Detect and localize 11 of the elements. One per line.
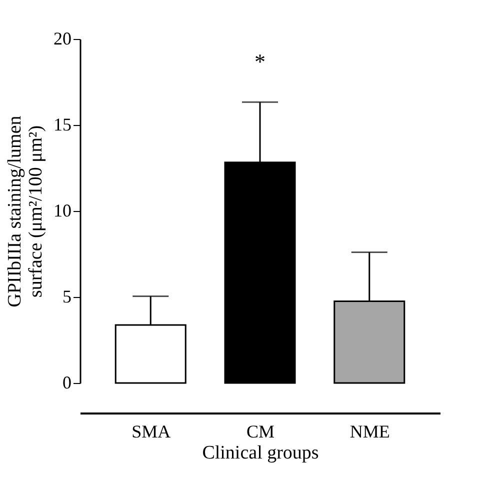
y-tick-label: 10	[54, 200, 72, 220]
x-tick-label: SMA	[132, 422, 171, 442]
y-axis-title: GPIIbIIIa staining/lumen surface (μm²/100 μm²)	[4, 115, 46, 308]
x-axis-title: Clinical groups	[202, 442, 319, 464]
y-tick-label: 20	[54, 28, 72, 48]
annotation: *	[254, 49, 266, 74]
y-tick-label: 0	[62, 372, 72, 392]
y-tick-label: 15	[54, 114, 72, 134]
y-tick-label: 5	[62, 286, 72, 306]
x-tick-label: NME	[350, 422, 390, 442]
x-tick-label: CM	[246, 422, 275, 442]
